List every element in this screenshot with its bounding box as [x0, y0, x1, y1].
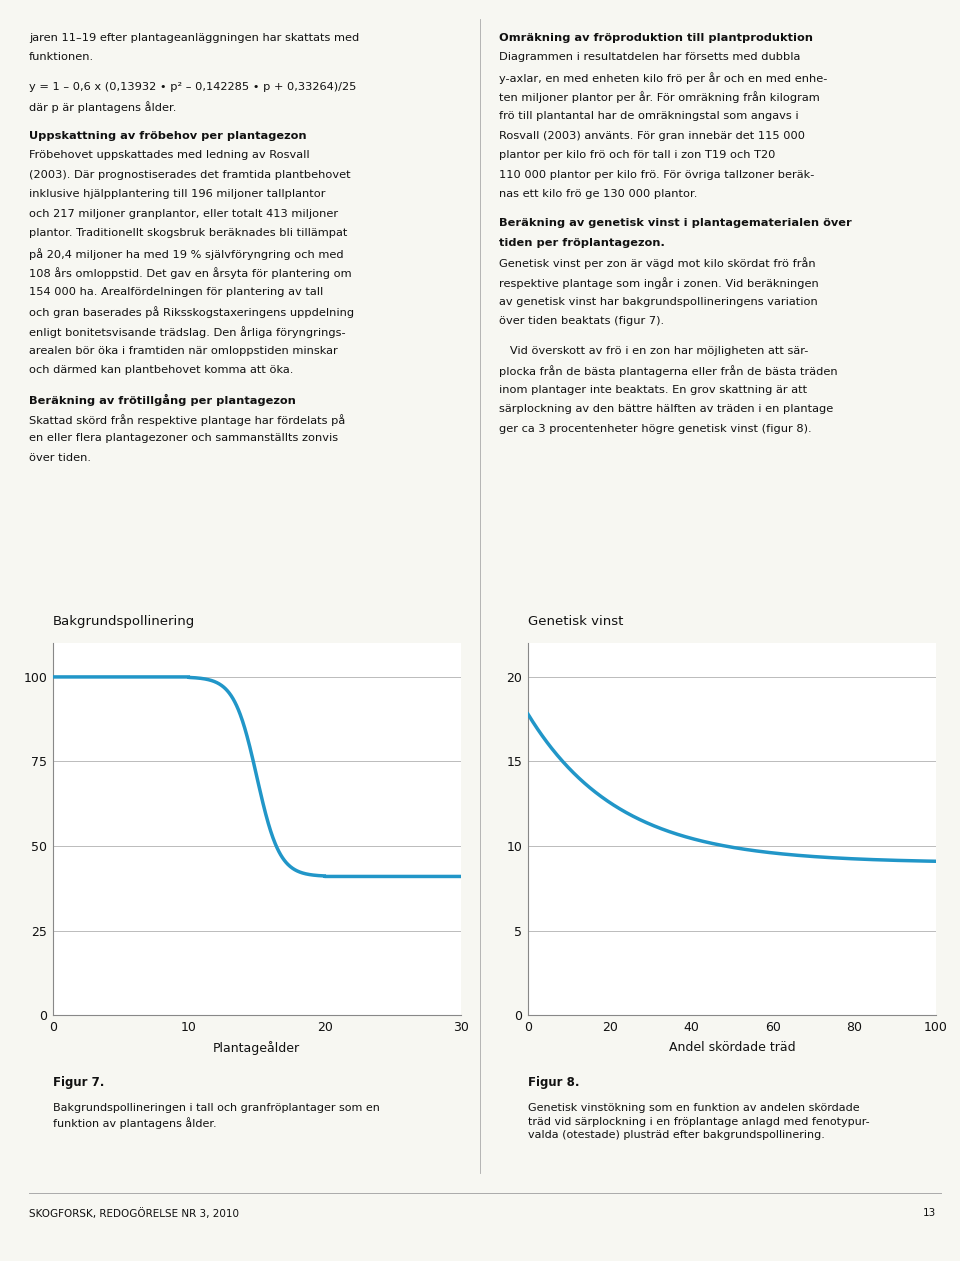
Text: Uppskattning av fröbehov per plantagezon: Uppskattning av fröbehov per plantagezon [29, 130, 306, 140]
Text: Genetisk vinst per zon är vägd mot kilo skördat frö från: Genetisk vinst per zon är vägd mot kilo … [499, 257, 816, 270]
Text: Bakgrundspollinering: Bakgrundspollinering [53, 615, 195, 628]
Text: y = 1 – 0,6 x (0,13932 • p² – 0,142285 • p + 0,33264)/25: y = 1 – 0,6 x (0,13932 • p² – 0,142285 •… [29, 82, 356, 92]
Text: plantor per kilo frö och för tall i zon T19 och T20: plantor per kilo frö och för tall i zon … [499, 150, 776, 160]
Text: över tiden beaktats (figur 7).: över tiden beaktats (figur 7). [499, 317, 664, 327]
Text: tiden per fröplantagezon.: tiden per fröplantagezon. [499, 238, 665, 248]
Text: Genetisk vinstökning som en funktion av andelen skördade
träd vid särplockning i: Genetisk vinstökning som en funktion av … [528, 1103, 870, 1140]
Text: Omräkning av fröproduktion till plantproduktion: Omräkning av fröproduktion till plantpro… [499, 33, 813, 43]
Text: respektive plantage som ingår i zonen. Vid beräkningen: respektive plantage som ingår i zonen. V… [499, 277, 819, 289]
Text: 13: 13 [923, 1208, 936, 1218]
Text: Rosvall (2003) använts. För gran innebär det 115 000: Rosvall (2003) använts. För gran innebär… [499, 130, 805, 140]
Text: 154 000 ha. Arealfördelningen för plantering av tall: 154 000 ha. Arealfördelningen för plante… [29, 286, 324, 296]
Text: Figur 8.: Figur 8. [528, 1076, 580, 1088]
Text: och därmed kan plantbehovet komma att öka.: och därmed kan plantbehovet komma att ök… [29, 364, 293, 375]
X-axis label: Andel skördade träd: Andel skördade träd [669, 1040, 795, 1054]
Text: en eller flera plantagezoner och sammanställts zonvis: en eller flera plantagezoner och sammans… [29, 434, 338, 444]
Text: inom plantager inte beaktats. En grov skattning är att: inom plantager inte beaktats. En grov sk… [499, 385, 807, 395]
Text: Beräkning av frötillgång per plantagezon: Beräkning av frötillgång per plantagezon [29, 395, 296, 406]
Text: enligt bonitetsvisande trädslag. Den årliga föryngrings-: enligt bonitetsvisande trädslag. Den årl… [29, 325, 346, 338]
Text: plocka från de bästa plantagerna eller från de bästa träden: plocka från de bästa plantagerna eller f… [499, 364, 838, 377]
Text: Figur 7.: Figur 7. [53, 1076, 105, 1088]
Text: 108 års omloppstid. Det gav en årsyta för plantering om: 108 års omloppstid. Det gav en årsyta fö… [29, 267, 351, 279]
Text: särplockning av den bättre hälften av träden i en plantage: särplockning av den bättre hälften av tr… [499, 404, 833, 414]
Text: ger ca 3 procentenheter högre genetisk vinst (figur 8).: ger ca 3 procentenheter högre genetisk v… [499, 424, 812, 434]
Text: y-axlar, en med enheten kilo frö per år och en med enhe-: y-axlar, en med enheten kilo frö per år … [499, 72, 828, 83]
Text: Bakgrundspollineringen i tall och granfröplantager som en
funktion av plantagens: Bakgrundspollineringen i tall och granfr… [53, 1103, 379, 1130]
Text: inklusive hjälpplantering till 196 miljoner tallplantor: inklusive hjälpplantering till 196 miljo… [29, 189, 325, 199]
Text: frö till plantantal har de omräkningstal som angavs i: frö till plantantal har de omräkningstal… [499, 111, 799, 121]
X-axis label: Plantageålder: Plantageålder [213, 1040, 300, 1054]
Text: ten miljoner plantor per år. För omräkning från kilogram: ten miljoner plantor per år. För omräkni… [499, 91, 820, 103]
Text: Vid överskott av frö i en zon har möjligheten att sär-: Vid överskott av frö i en zon har möjlig… [499, 346, 808, 356]
Text: Genetisk vinst: Genetisk vinst [528, 615, 623, 628]
Text: och gran baserades på Riksskogstaxeringens uppdelning: och gran baserades på Riksskogstaxeringe… [29, 306, 354, 318]
Text: (2003). Där prognostiserades det framtida plantbehovet: (2003). Där prognostiserades det framtid… [29, 169, 350, 179]
Text: SKOGFORSK, REDOGÖRELSE NR 3, 2010: SKOGFORSK, REDOGÖRELSE NR 3, 2010 [29, 1208, 239, 1219]
Text: Diagrammen i resultatdelen har försetts med dubbla: Diagrammen i resultatdelen har försetts … [499, 52, 801, 62]
Text: funktionen.: funktionen. [29, 52, 94, 62]
Text: och 217 miljoner granplantor, eller totalt 413 miljoner: och 217 miljoner granplantor, eller tota… [29, 208, 338, 218]
Text: där p är plantagens ålder.: där p är plantagens ålder. [29, 101, 177, 113]
Text: jaren 11–19 efter plantageanläggningen har skattats med: jaren 11–19 efter plantageanläggningen h… [29, 33, 359, 43]
Text: på 20,4 miljoner ha med 19 % självföryngring och med: på 20,4 miljoner ha med 19 % självföryng… [29, 247, 344, 260]
Text: Skattad skörd från respektive plantage har fördelats på: Skattad skörd från respektive plantage h… [29, 414, 345, 426]
Text: 110 000 plantor per kilo frö. För övriga tallzoner beräk-: 110 000 plantor per kilo frö. För övriga… [499, 169, 815, 179]
Text: av genetisk vinst har bakgrundspollineringens variation: av genetisk vinst har bakgrundspollineri… [499, 296, 818, 306]
Text: arealen bör öka i framtiden när omloppstiden minskar: arealen bör öka i framtiden när omloppst… [29, 346, 338, 356]
Text: Fröbehovet uppskattades med ledning av Rosvall: Fröbehovet uppskattades med ledning av R… [29, 150, 309, 160]
Text: plantor. Traditionellt skogsbruk beräknades bli tillämpat: plantor. Traditionellt skogsbruk beräkna… [29, 228, 348, 238]
Text: över tiden.: över tiden. [29, 453, 91, 463]
Text: Beräkning av genetisk vinst i plantagematerialen över: Beräkning av genetisk vinst i plantagema… [499, 218, 852, 228]
Text: nas ett kilo frö ge 130 000 plantor.: nas ett kilo frö ge 130 000 plantor. [499, 189, 698, 199]
